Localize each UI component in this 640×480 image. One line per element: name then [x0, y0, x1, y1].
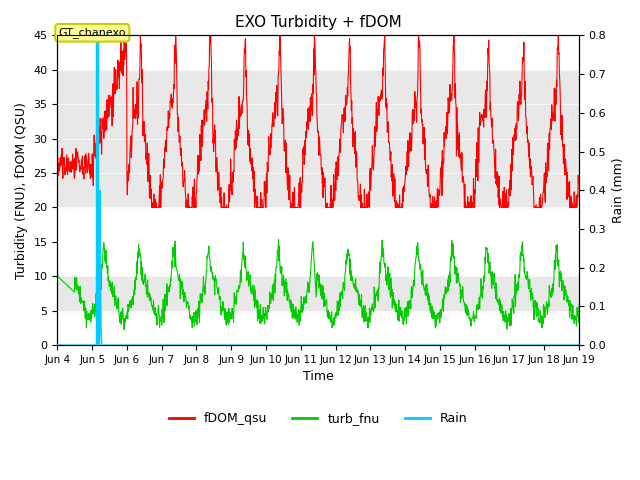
Bar: [58, 276, 579, 311]
Title: EXO Turbidity + fDOM: EXO Turbidity + fDOM: [235, 15, 401, 30]
X-axis label: Time: Time: [303, 371, 333, 384]
Bar: [58, 70, 579, 207]
Y-axis label: Turbidity (FNU), fDOM (QSU): Turbidity (FNU), fDOM (QSU): [15, 102, 28, 279]
Y-axis label: Rain (mm): Rain (mm): [612, 157, 625, 223]
Legend: fDOM_qsu, turb_fnu, Rain: fDOM_qsu, turb_fnu, Rain: [164, 407, 472, 430]
Text: GT_chanexo: GT_chanexo: [59, 27, 126, 38]
